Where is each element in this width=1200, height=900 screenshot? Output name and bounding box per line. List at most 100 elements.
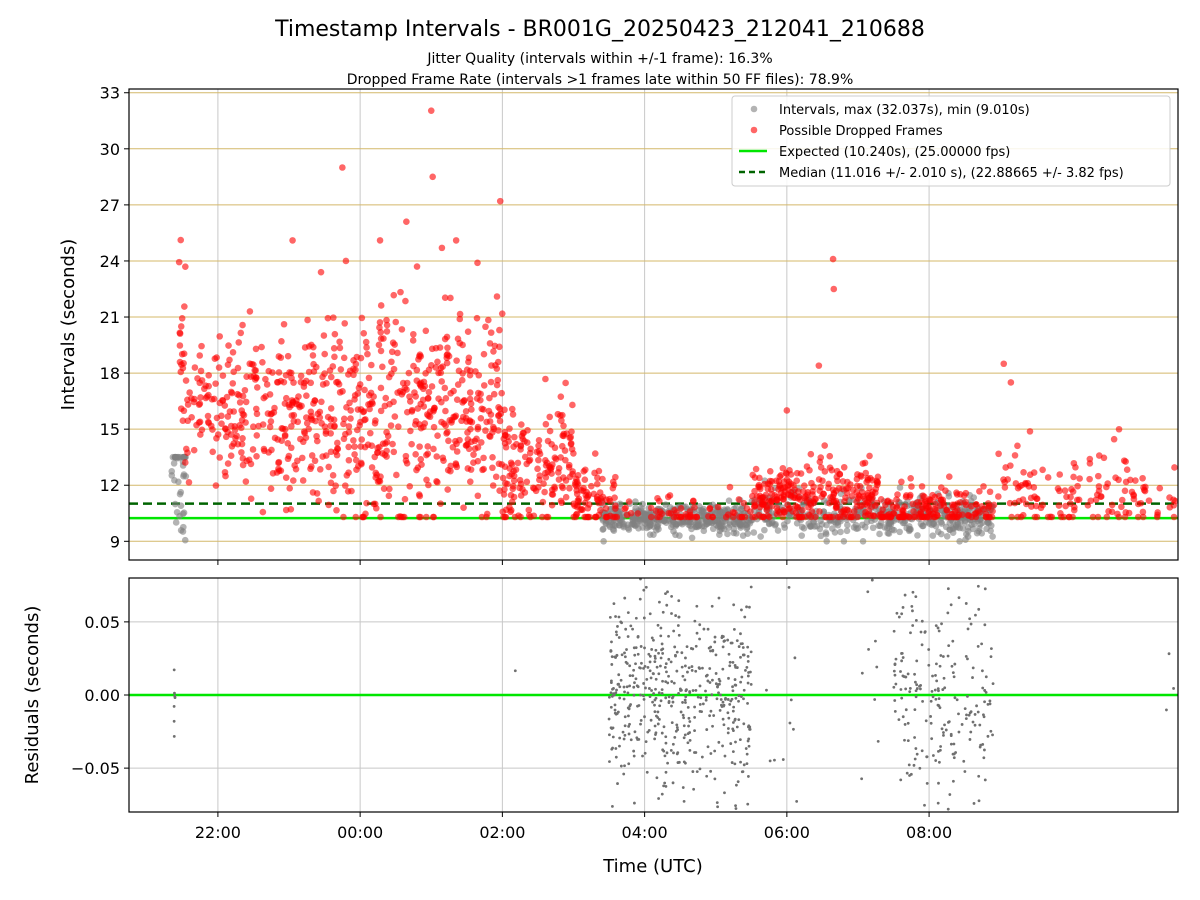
chart-subtitle-jitter: Jitter Quality (intervals within +/-1 fr… bbox=[426, 51, 772, 67]
dropped-frame-point bbox=[956, 499, 964, 506]
dropped-frame-point bbox=[453, 463, 461, 471]
dropped-frame-point bbox=[216, 333, 224, 340]
dropped-frame-point bbox=[1086, 455, 1094, 463]
residual-point bbox=[639, 693, 642, 697]
residual-point bbox=[617, 636, 621, 639]
residual-point bbox=[722, 639, 726, 643]
residual-point bbox=[695, 631, 699, 635]
dropped-frame-point bbox=[401, 495, 409, 503]
dropped-frame-point bbox=[453, 396, 461, 403]
residual-point bbox=[982, 756, 986, 760]
dropped-frame-point bbox=[517, 513, 524, 521]
dropped-frame-point bbox=[368, 361, 375, 369]
dropped-frame-point bbox=[425, 481, 432, 489]
dropped-frame-point bbox=[478, 439, 485, 446]
dropped-frame-point bbox=[309, 352, 317, 359]
dropped-frame-point bbox=[190, 446, 198, 454]
interval-point bbox=[901, 519, 908, 527]
dropped-frame-point bbox=[332, 482, 339, 490]
dropped-frame-point bbox=[918, 513, 926, 521]
dropped-frame-point bbox=[221, 468, 229, 476]
dropped-frame-point bbox=[776, 473, 784, 480]
residual-point bbox=[977, 799, 981, 803]
dropped-frame-point bbox=[410, 362, 417, 370]
residual-point bbox=[734, 696, 738, 700]
residual-point bbox=[741, 770, 745, 774]
residual-point bbox=[705, 728, 709, 731]
residual-point bbox=[648, 660, 652, 664]
residual-point bbox=[746, 654, 750, 658]
residual-point bbox=[674, 614, 678, 617]
residual-point bbox=[749, 650, 753, 654]
residual-point bbox=[653, 737, 657, 741]
dropped-frame-point bbox=[252, 405, 260, 413]
residual-point bbox=[657, 797, 660, 800]
dropped-frame-point bbox=[209, 448, 217, 456]
dropped-frame-point bbox=[1039, 466, 1046, 474]
residual-point bbox=[659, 626, 663, 630]
dropped-frame-point bbox=[319, 381, 327, 388]
dropped-frame-point bbox=[300, 383, 308, 390]
residual-point bbox=[781, 758, 785, 761]
dropped-frame-point bbox=[1154, 511, 1161, 519]
residual-point bbox=[673, 735, 677, 739]
dropped-frame-point bbox=[559, 484, 567, 492]
dropped-frame-point bbox=[946, 513, 954, 521]
residual-point bbox=[665, 670, 668, 674]
residual-point bbox=[611, 746, 614, 750]
dropped-frame-point bbox=[943, 506, 950, 514]
dropped-frame-point bbox=[949, 501, 956, 509]
residual-point bbox=[663, 754, 667, 758]
residual-point bbox=[627, 732, 631, 736]
residual-point bbox=[927, 648, 931, 651]
dropped-frame-point bbox=[275, 369, 283, 376]
residual-point bbox=[726, 711, 730, 715]
dropped-frame-point bbox=[308, 452, 316, 459]
dropped-frame-point bbox=[535, 437, 543, 444]
dropped-frame-point bbox=[253, 452, 260, 460]
residual-point bbox=[642, 666, 645, 670]
dropped-frame-point bbox=[477, 390, 484, 398]
dropped-frame-point bbox=[501, 463, 509, 471]
residual-point bbox=[927, 663, 931, 667]
residual-point bbox=[746, 739, 750, 743]
dropped-frame-point bbox=[803, 463, 811, 470]
dropped-frame-point bbox=[433, 453, 441, 460]
residual-point bbox=[613, 703, 617, 707]
residual-point bbox=[934, 674, 937, 677]
residual-point bbox=[682, 799, 686, 803]
dropped-frame-point bbox=[677, 505, 685, 512]
dropped-frame-point bbox=[486, 394, 493, 402]
residual-point bbox=[944, 728, 948, 732]
dropped-frame-point bbox=[198, 342, 205, 350]
dropped-frame-point bbox=[495, 427, 502, 434]
dropped-frame-point bbox=[465, 358, 472, 366]
dropped-frame-point bbox=[596, 489, 604, 496]
dropped-frame-point bbox=[755, 483, 762, 491]
residual-point bbox=[874, 639, 877, 643]
dropped-frame-point bbox=[546, 413, 554, 421]
dropped-frame-point bbox=[207, 422, 215, 430]
dropped-frame-point bbox=[442, 422, 449, 429]
interval-point bbox=[750, 529, 758, 536]
residual-point bbox=[732, 705, 736, 709]
residual-point bbox=[957, 596, 961, 600]
dropped-frame-point bbox=[215, 364, 223, 371]
dropped-frame-point bbox=[460, 504, 467, 511]
dropped-frame-point bbox=[418, 461, 425, 468]
dropped-frame-point bbox=[379, 363, 386, 371]
residual-point bbox=[937, 749, 940, 753]
dropped-frame-point bbox=[382, 394, 390, 402]
residual-point bbox=[1167, 652, 1171, 656]
dropped-frame-point bbox=[1140, 484, 1147, 491]
dropped-frame-point bbox=[182, 263, 189, 270]
dropped-frame-point bbox=[762, 491, 770, 499]
residual-point bbox=[972, 562, 975, 565]
dropped-frame-point bbox=[560, 432, 567, 440]
top-axes-frame bbox=[128, 88, 1179, 561]
residual-point bbox=[653, 724, 657, 728]
residual-point bbox=[656, 623, 660, 627]
interval-point bbox=[724, 530, 731, 538]
residual-point bbox=[670, 595, 674, 598]
dropped-frame-point bbox=[861, 459, 869, 467]
